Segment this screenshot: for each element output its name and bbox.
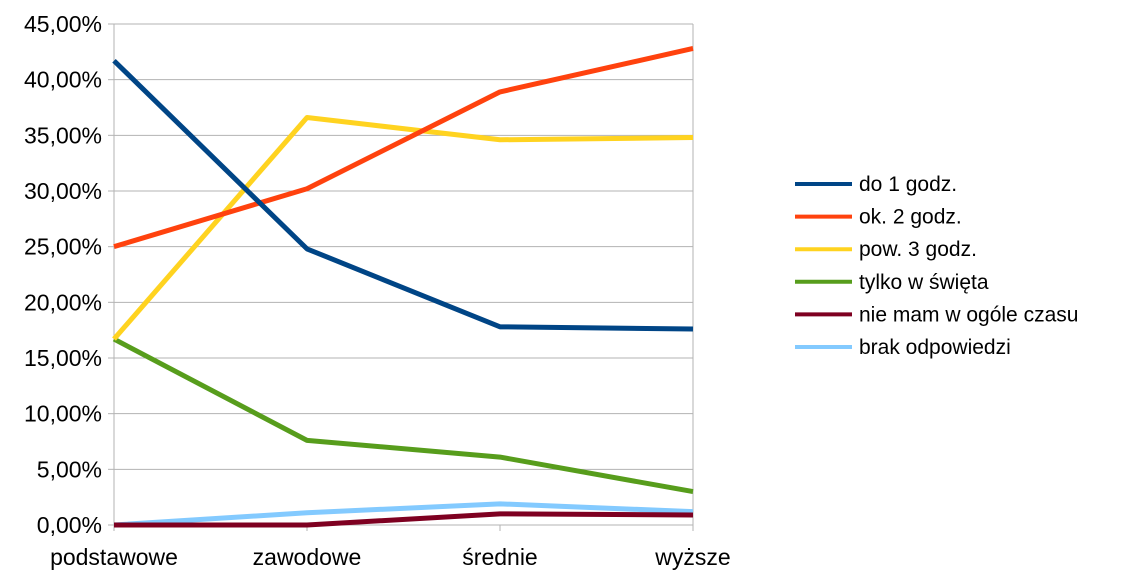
y-tick-label: 20,00% bbox=[24, 289, 102, 315]
y-tick-labels: 0,00% 5,00% 10,00% 15,00% 20,00% 25,00% 30,00%… bbox=[24, 11, 102, 538]
series-lines bbox=[112, 46, 694, 528]
y-tick-label: 35,00% bbox=[24, 122, 102, 148]
y-tick-label: 0,00% bbox=[37, 512, 102, 538]
x-tick-label: wyższe bbox=[654, 544, 730, 570]
legend-label: nie mam w ogóle czasu bbox=[859, 303, 1078, 326]
y-tick-label: 45,00% bbox=[24, 11, 102, 37]
series-line bbox=[114, 511, 694, 528]
x-tick-label: średnie bbox=[462, 544, 537, 570]
x-tick-label: podstawowe bbox=[50, 544, 178, 570]
x-tick-labels: podstawowe zawodowe średnie wyższe bbox=[50, 544, 731, 570]
legend-label: ok. 2 godz. bbox=[859, 206, 962, 229]
y-tick-label: 40,00% bbox=[24, 67, 102, 93]
series-line bbox=[112, 336, 694, 495]
legend-label: pow. 3 godz. bbox=[859, 238, 977, 261]
gridlines bbox=[114, 23, 693, 470]
legend-label: brak odpowiedzi bbox=[859, 336, 1011, 359]
x-tick-label: zawodowe bbox=[253, 544, 362, 570]
legend-label: tylko w święta bbox=[859, 271, 989, 294]
series-line bbox=[112, 58, 694, 332]
axes bbox=[108, 23, 694, 531]
legend-label: do 1 godz. bbox=[859, 173, 957, 196]
y-tick-label: 15,00% bbox=[24, 345, 102, 371]
series-line bbox=[113, 501, 694, 528]
y-tick-label: 25,00% bbox=[24, 234, 102, 260]
y-tick-label: 5,00% bbox=[37, 456, 102, 482]
y-tick-label: 10,00% bbox=[24, 401, 102, 427]
series-line bbox=[112, 115, 694, 341]
series-line bbox=[113, 46, 694, 250]
y-tick-label: 30,00% bbox=[24, 178, 102, 204]
legend: do 1 godz. ok. 2 godz. pow. 3 godz. tylko w… bbox=[795, 173, 1078, 359]
